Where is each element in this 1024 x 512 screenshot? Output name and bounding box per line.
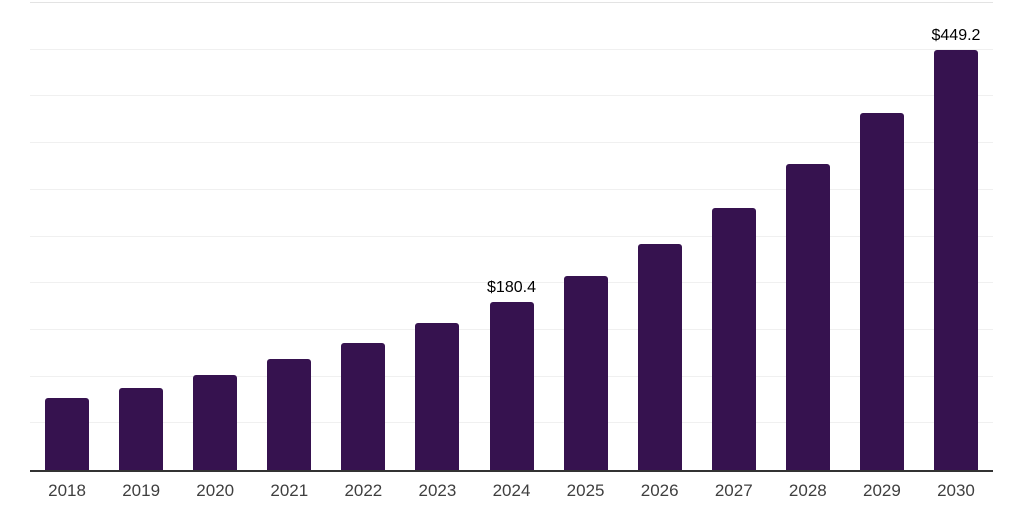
x-tick-label: 2029 — [862, 481, 901, 500]
gridline — [30, 48, 993, 50]
bar-column — [252, 3, 326, 470]
bar-2025 — [563, 276, 608, 470]
bar-2030 — [933, 50, 978, 470]
gridline — [30, 235, 993, 237]
x-tick-label: 2027 — [714, 481, 753, 500]
gridline — [30, 142, 993, 144]
bar-column: $180.4 — [474, 3, 548, 470]
bar-column — [771, 3, 845, 470]
bar-column — [400, 3, 474, 470]
x-tick-label: 2020 — [196, 481, 235, 500]
bar-column — [326, 3, 400, 470]
bar-2018 — [45, 398, 90, 470]
x-tick-label: 2021 — [270, 481, 309, 500]
gridline — [30, 95, 993, 97]
gridline — [30, 282, 993, 284]
bar-2022 — [341, 342, 386, 470]
bar-2021 — [267, 358, 312, 470]
bar-column — [845, 3, 919, 470]
bar-2019 — [119, 388, 164, 470]
bar-column — [549, 3, 623, 470]
bar-2024 — [489, 301, 534, 470]
bar-2026 — [637, 243, 682, 470]
data-label: $449.2 — [931, 27, 981, 45]
x-tick-label: 2026 — [640, 481, 679, 500]
x-tick-label: 2022 — [344, 481, 383, 500]
gridline — [30, 2, 993, 3]
bar-2023 — [415, 323, 460, 470]
bar-2020 — [193, 374, 238, 470]
x-tick-label: 2025 — [566, 481, 605, 500]
bar-2028 — [785, 164, 830, 470]
bar-column — [104, 3, 178, 470]
bar-2027 — [711, 208, 756, 470]
bar-column — [623, 3, 697, 470]
data-label: $180.4 — [487, 278, 536, 296]
x-tick-label: 2019 — [122, 481, 161, 500]
bar-column — [697, 3, 771, 470]
x-tick-label: 2023 — [418, 481, 457, 500]
bar-column — [30, 3, 104, 470]
x-tick-label: 2028 — [788, 481, 827, 500]
bar-column — [178, 3, 252, 470]
x-tick-label: 2018 — [48, 481, 86, 500]
bar-2029 — [859, 112, 904, 470]
bar-column: $449.2 — [919, 3, 993, 470]
gridline — [30, 188, 993, 190]
x-tick-label: 2024 — [492, 481, 531, 500]
x-axis-labels: 2018 2019 2020 2021 2022 2023 2024 2025 2026 2027… — [30, 481, 993, 501]
bars-container: $180.4 $449.2 — [30, 3, 993, 470]
x-tick-label: 2030 — [937, 481, 975, 500]
plot-area: $180.4 $449.2 — [30, 2, 993, 472]
